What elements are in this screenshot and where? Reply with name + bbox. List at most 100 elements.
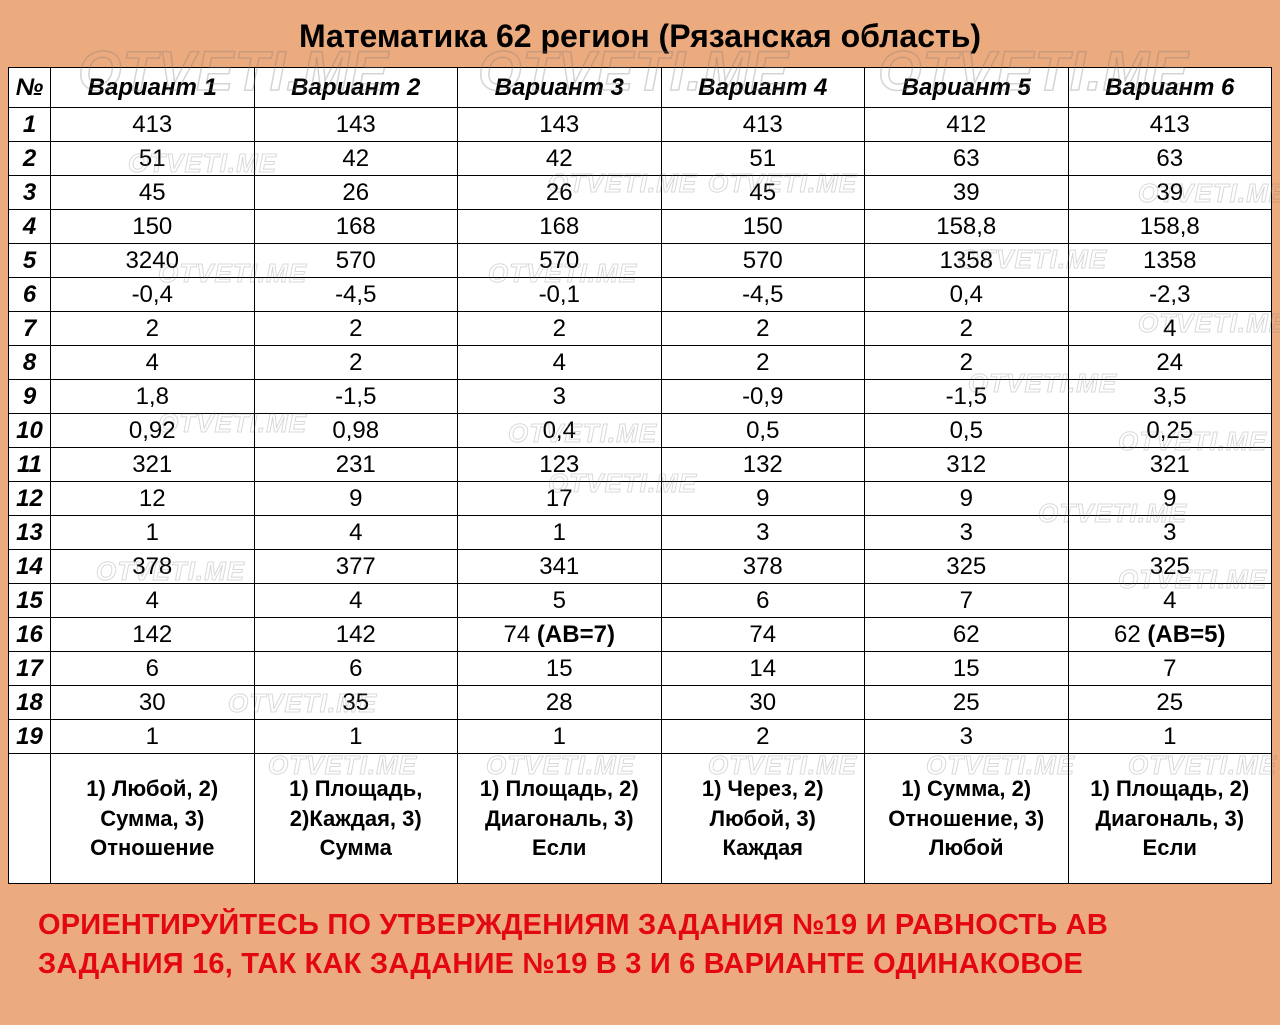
table-cell: 45 bbox=[661, 176, 865, 210]
table-cell: 9 bbox=[254, 482, 458, 516]
table-cell: 1) Площадь, 2) Диагональ, 3) Если bbox=[458, 754, 662, 884]
table-cell: 158,8 bbox=[865, 210, 1069, 244]
table-cell: 0,5 bbox=[661, 414, 865, 448]
table-cell: 4 bbox=[254, 516, 458, 550]
table-cell: 2 bbox=[661, 346, 865, 380]
row-number: 1 bbox=[9, 108, 51, 142]
table-cell: 26 bbox=[458, 176, 662, 210]
table-cell: 42 bbox=[254, 142, 458, 176]
table-cell: 143 bbox=[458, 108, 662, 142]
table-cell: 7 bbox=[1068, 652, 1272, 686]
table-cell: 6 bbox=[51, 652, 255, 686]
table-cell: 4 bbox=[1068, 584, 1272, 618]
table-cell: 30 bbox=[661, 686, 865, 720]
table-cell: 62 (АВ=5) bbox=[1068, 618, 1272, 652]
row-number bbox=[9, 754, 51, 884]
table-cell: 3 bbox=[458, 380, 662, 414]
row-number: 17 bbox=[9, 652, 51, 686]
table-cell: -0,9 bbox=[661, 380, 865, 414]
table-cell: 2 bbox=[865, 346, 1069, 380]
table-row: 4150168168150158,8158,8 bbox=[9, 210, 1272, 244]
table-cell: 9 bbox=[661, 482, 865, 516]
table-cell: 25 bbox=[865, 686, 1069, 720]
table-cell: 25 bbox=[1068, 686, 1272, 720]
table-cell: 1 bbox=[51, 516, 255, 550]
table-row: 2514242516363 bbox=[9, 142, 1272, 176]
table-row: 14378377341378325325 bbox=[9, 550, 1272, 584]
table-cell: 570 bbox=[661, 244, 865, 278]
table-cell: 2 bbox=[865, 312, 1069, 346]
page-title: Математика 62 регион (Рязанская область) bbox=[8, 8, 1272, 67]
row-number: 15 bbox=[9, 584, 51, 618]
row-number: 4 bbox=[9, 210, 51, 244]
footer-line-2: ЗАДАНИЯ 16, ТАК КАК ЗАДАНИЕ №19 В 3 И 6 … bbox=[38, 948, 1083, 980]
row-number: 14 bbox=[9, 550, 51, 584]
table-cell: 39 bbox=[1068, 176, 1272, 210]
table-row: 3452626453939 bbox=[9, 176, 1272, 210]
table-cell: 143 bbox=[254, 108, 458, 142]
col-header: Вариант 5 bbox=[865, 68, 1069, 108]
row-number: 13 bbox=[9, 516, 51, 550]
table-cell: 45 bbox=[51, 176, 255, 210]
table-header-row: № Вариант 1 Вариант 2 Вариант 3 Вариант … bbox=[9, 68, 1272, 108]
table-row: 5324057057057013581358 bbox=[9, 244, 1272, 278]
table-row: 84242224 bbox=[9, 346, 1272, 380]
table-row: 1614214274 (АВ=7)746262 (АВ=5) bbox=[9, 618, 1272, 652]
table-cell: 312 bbox=[865, 448, 1069, 482]
row-number: 8 bbox=[9, 346, 51, 380]
table-cell: 2 bbox=[254, 312, 458, 346]
table-cell: 1358 bbox=[1068, 244, 1272, 278]
table-cell: -1,5 bbox=[254, 380, 458, 414]
table-cell: 413 bbox=[51, 108, 255, 142]
row-number: 19 bbox=[9, 720, 51, 754]
table-cell: 2 bbox=[51, 312, 255, 346]
table-cell: 1 bbox=[1068, 720, 1272, 754]
table-row: 7222224 bbox=[9, 312, 1272, 346]
table-cell: 3 bbox=[865, 516, 1069, 550]
table-cell: 62 bbox=[865, 618, 1069, 652]
table-cell: 231 bbox=[254, 448, 458, 482]
table-cell: 74 bbox=[661, 618, 865, 652]
answers-table: № Вариант 1 Вариант 2 Вариант 3 Вариант … bbox=[8, 67, 1272, 884]
table-row: 91,8-1,53-0,9-1,53,5 bbox=[9, 380, 1272, 414]
table-cell: 0,98 bbox=[254, 414, 458, 448]
table-cell: 12 bbox=[51, 482, 255, 516]
row-number: 16 bbox=[9, 618, 51, 652]
table-cell: 570 bbox=[254, 244, 458, 278]
table-cell: -0,4 bbox=[51, 278, 255, 312]
table-cell: 413 bbox=[661, 108, 865, 142]
table-cell: 28 bbox=[458, 686, 662, 720]
table-cell: 412 bbox=[865, 108, 1069, 142]
table-row: 1212917999 bbox=[9, 482, 1272, 516]
table-cell: 341 bbox=[458, 550, 662, 584]
table-cell: 1) Сумма, 2) Отношение, 3) Любой bbox=[865, 754, 1069, 884]
table-cell: 74 (АВ=7) bbox=[458, 618, 662, 652]
table-cell: 51 bbox=[661, 142, 865, 176]
table-cell: 142 bbox=[254, 618, 458, 652]
table-cell: 1358 bbox=[865, 244, 1069, 278]
table-cell: 150 bbox=[51, 210, 255, 244]
table-cell: 3240 bbox=[51, 244, 255, 278]
col-header: Вариант 6 bbox=[1068, 68, 1272, 108]
col-header: Вариант 4 bbox=[661, 68, 865, 108]
table-cell: 1 bbox=[254, 720, 458, 754]
table-cell: 1 bbox=[51, 720, 255, 754]
table-cell: 7 bbox=[865, 584, 1069, 618]
table-cell: 158,8 bbox=[1068, 210, 1272, 244]
table-cell: 570 bbox=[458, 244, 662, 278]
row-number: 9 bbox=[9, 380, 51, 414]
table-cell: 0,4 bbox=[865, 278, 1069, 312]
table-cell: 2 bbox=[661, 312, 865, 346]
table-row: 11321231123132312321 bbox=[9, 448, 1272, 482]
table-cell: 63 bbox=[865, 142, 1069, 176]
footer-note: ОРИЕНТИРУЙТЕСЬ ПО УТВЕРЖДЕНИЯМ ЗАДАНИЯ №… bbox=[8, 884, 1272, 994]
table-row: 17661514157 bbox=[9, 652, 1272, 686]
table-cell: 6 bbox=[661, 584, 865, 618]
table-cell: 4 bbox=[51, 346, 255, 380]
table-cell: -1,5 bbox=[865, 380, 1069, 414]
table-cell: 2 bbox=[458, 312, 662, 346]
table-cell: 14 bbox=[661, 652, 865, 686]
col-header: Вариант 2 bbox=[254, 68, 458, 108]
table-cell: 1) Площадь, 2) Диагональ, 3) Если bbox=[1068, 754, 1272, 884]
page-container: Математика 62 регион (Рязанская область)… bbox=[8, 8, 1272, 1017]
